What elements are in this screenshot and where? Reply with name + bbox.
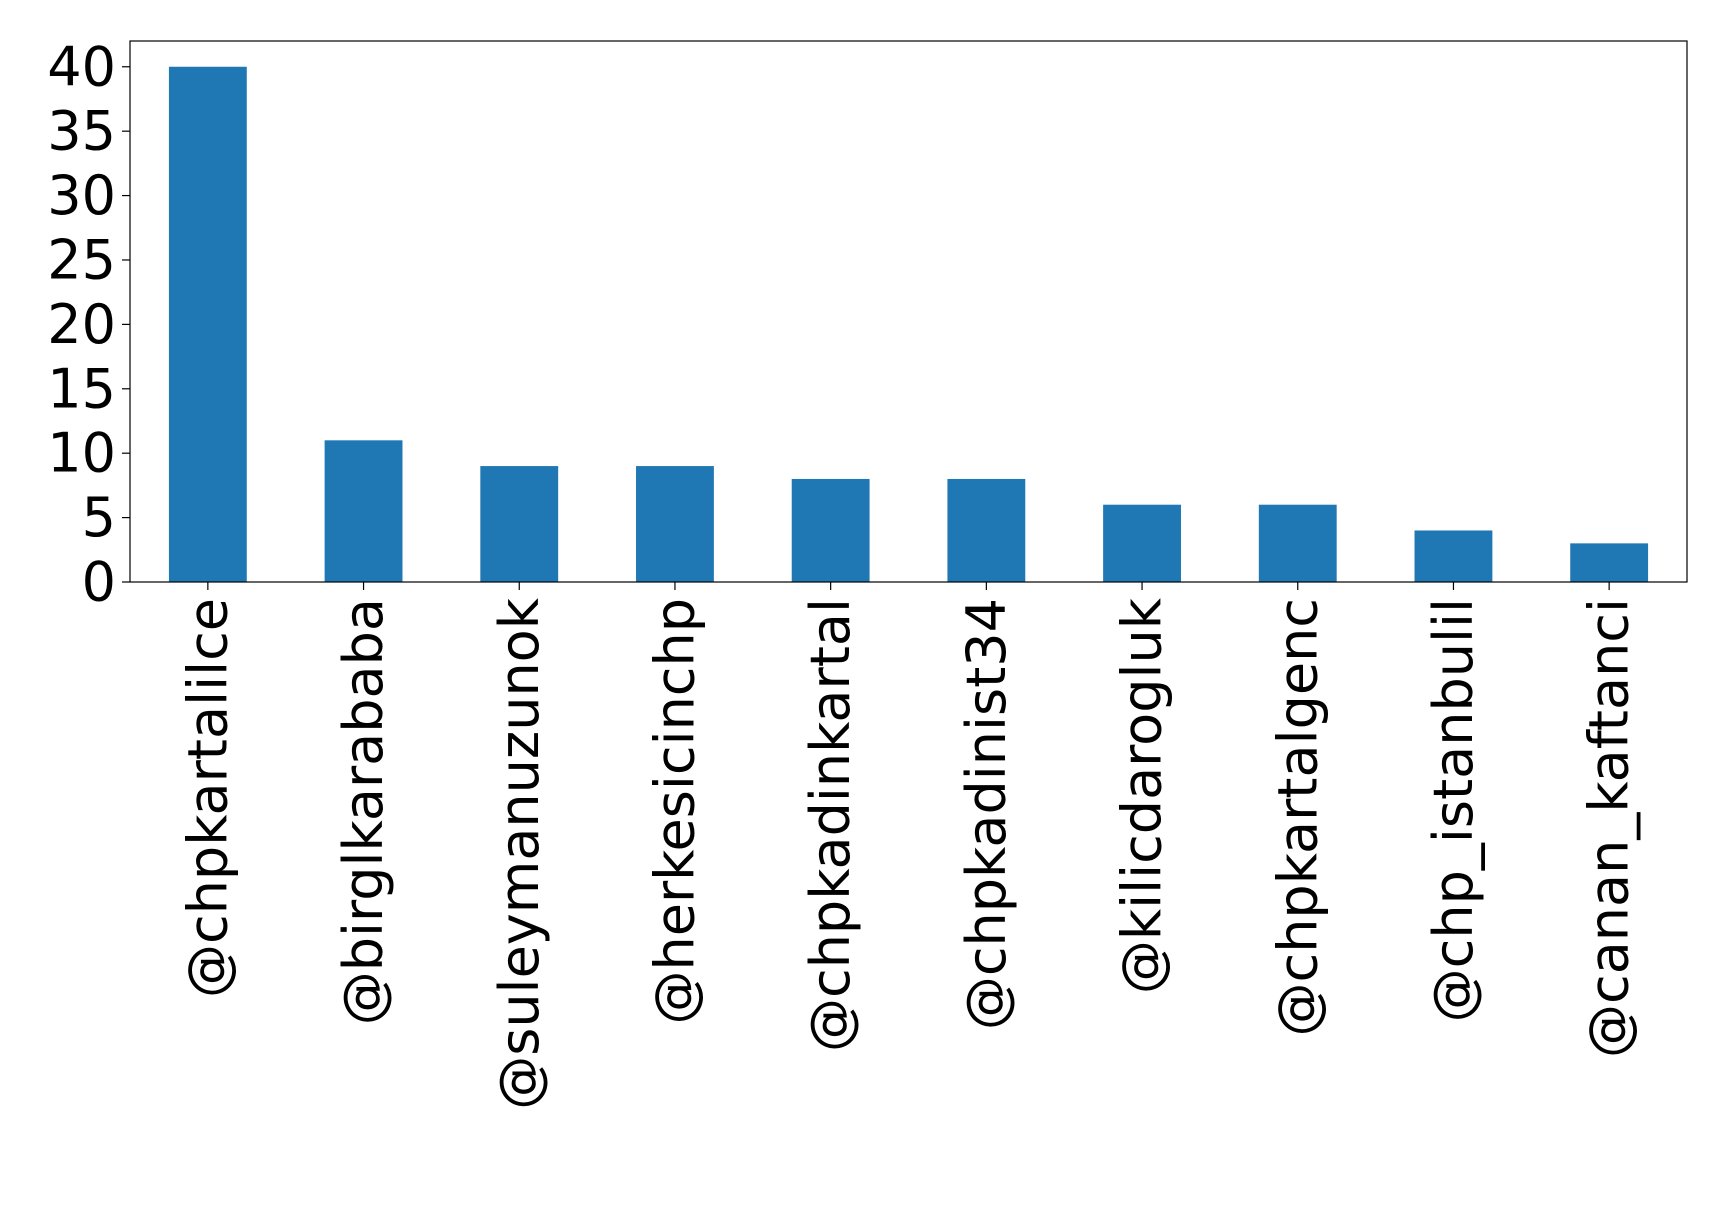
x-tick-label: @chp_istanbulil bbox=[1422, 598, 1485, 1022]
axes-frame bbox=[129, 40, 1688, 583]
x-tick-label: @birglkarababa bbox=[332, 598, 395, 1025]
y-tick-label: 30 bbox=[47, 164, 116, 227]
bar-0 bbox=[168, 66, 247, 582]
x-tick-label: @herkesicinchp bbox=[643, 598, 706, 1024]
x-tick-label: @suleymanuzunok bbox=[488, 597, 551, 1110]
x-tick-label: @chpkartalgenc bbox=[1266, 598, 1329, 1037]
x-tick-label: @kilicdarogluk bbox=[1111, 597, 1174, 994]
y-tick-label: 20 bbox=[47, 293, 116, 356]
bar-1 bbox=[324, 440, 403, 582]
x-tick-label: @canan_kaftanci bbox=[1578, 598, 1641, 1058]
bar-5 bbox=[947, 478, 1026, 582]
bar-8 bbox=[1414, 530, 1493, 582]
bar-3 bbox=[636, 466, 714, 582]
bar-7 bbox=[1258, 504, 1337, 582]
x-tick-label: @chpkartalilce bbox=[176, 598, 239, 998]
x-tick-label: @chpkadinkartal bbox=[799, 598, 862, 1052]
y-tick-label: 40 bbox=[47, 35, 116, 98]
x-axis: @chpkartalilce @birglkarababa @suleymanuzu… bbox=[176, 582, 1641, 1110]
y-tick-label: 35 bbox=[47, 100, 116, 163]
x-tick-label: @chpkadinist34 bbox=[955, 598, 1018, 1030]
bar-2 bbox=[480, 466, 559, 582]
y-tick-label: 15 bbox=[47, 357, 116, 420]
bar-4 bbox=[791, 478, 870, 582]
y-tick-label: 0 bbox=[82, 551, 116, 614]
bar-6 bbox=[1103, 504, 1181, 582]
bars bbox=[168, 66, 1649, 582]
y-tick-label: 5 bbox=[82, 486, 116, 549]
bar-9 bbox=[1570, 543, 1649, 582]
y-tick-label: 25 bbox=[47, 228, 116, 291]
y-tick-label: 10 bbox=[47, 422, 116, 485]
